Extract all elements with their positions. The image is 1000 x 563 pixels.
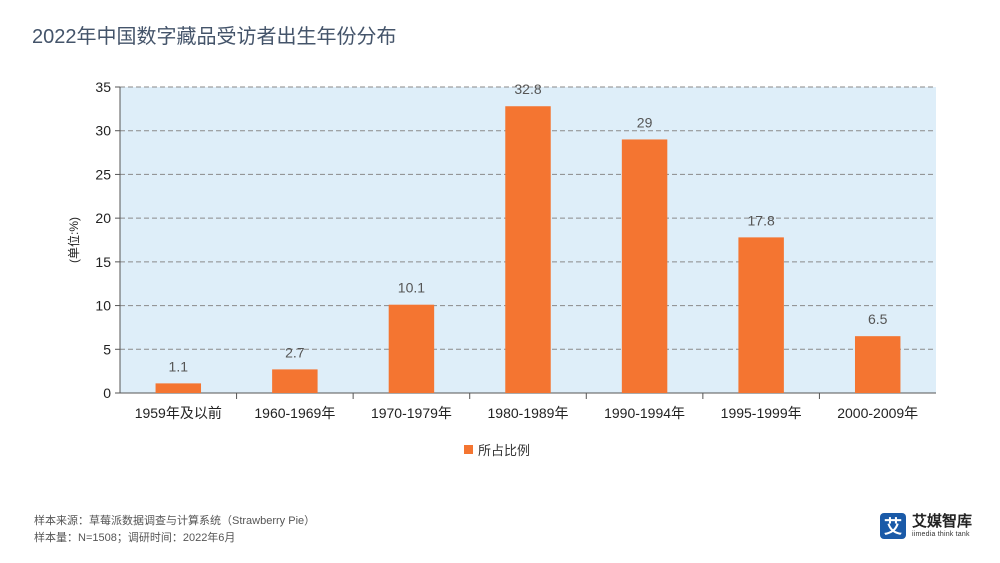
data-label: 17.8	[748, 212, 775, 228]
y-tick-label: 20	[95, 210, 111, 226]
y-tick-label: 35	[95, 79, 111, 95]
legend-label: 所占比例	[478, 443, 531, 458]
footer-sample: 样本量：N=1508；调研时间：2022年6月	[34, 532, 236, 544]
brand-logo: 艾 艾媒智库 iimedia think tank	[880, 513, 972, 539]
x-tick-label: 1959年及以前	[135, 405, 222, 421]
x-tick-label: 1960-1969年	[254, 405, 335, 421]
data-label: 10.1	[398, 280, 425, 296]
logo-icon: 艾	[880, 513, 906, 539]
y-tick-label: 5	[103, 341, 111, 357]
data-label: 29	[637, 114, 653, 130]
data-label: 1.1	[169, 358, 189, 374]
bar	[738, 237, 784, 393]
footer-source: 样本来源：草莓派数据调查与计算系统（Strawberry Pie）	[34, 515, 316, 527]
bar	[505, 106, 551, 393]
legend-swatch	[464, 445, 473, 454]
y-tick-label: 25	[95, 166, 111, 182]
y-tick-label: 15	[95, 254, 111, 270]
x-tick-label: 1995-1999年	[721, 405, 802, 421]
data-label: 2.7	[285, 344, 305, 360]
bar	[272, 369, 318, 393]
bar	[388, 304, 435, 393]
data-label: 6.5	[868, 311, 888, 327]
data-label: 32.8	[514, 81, 541, 97]
legend: 所占比例	[464, 440, 530, 459]
bar	[621, 139, 668, 393]
bar	[155, 383, 202, 393]
y-axis-label: (单位:%)	[66, 217, 81, 263]
chart-title: 2022年中国数字藏品受访者出生年份分布	[32, 26, 397, 48]
x-tick-label: 1970-1979年	[371, 405, 452, 421]
y-tick-label: 10	[95, 298, 111, 314]
y-tick-label: 0	[103, 385, 111, 401]
logo-subtitle: iimedia think tank	[912, 531, 970, 538]
x-tick-label: 1990-1994年	[604, 405, 685, 421]
bar	[854, 336, 901, 393]
x-tick-label: 2000-2009年	[837, 405, 918, 421]
footer-notes: 样本来源：草莓派数据调查与计算系统（Strawberry Pie） 样本量：N=…	[34, 513, 315, 547]
y-tick-label: 30	[95, 123, 111, 139]
logo-name: 艾媒智库	[912, 513, 973, 530]
x-tick-label: 1980-1989年	[488, 405, 569, 421]
